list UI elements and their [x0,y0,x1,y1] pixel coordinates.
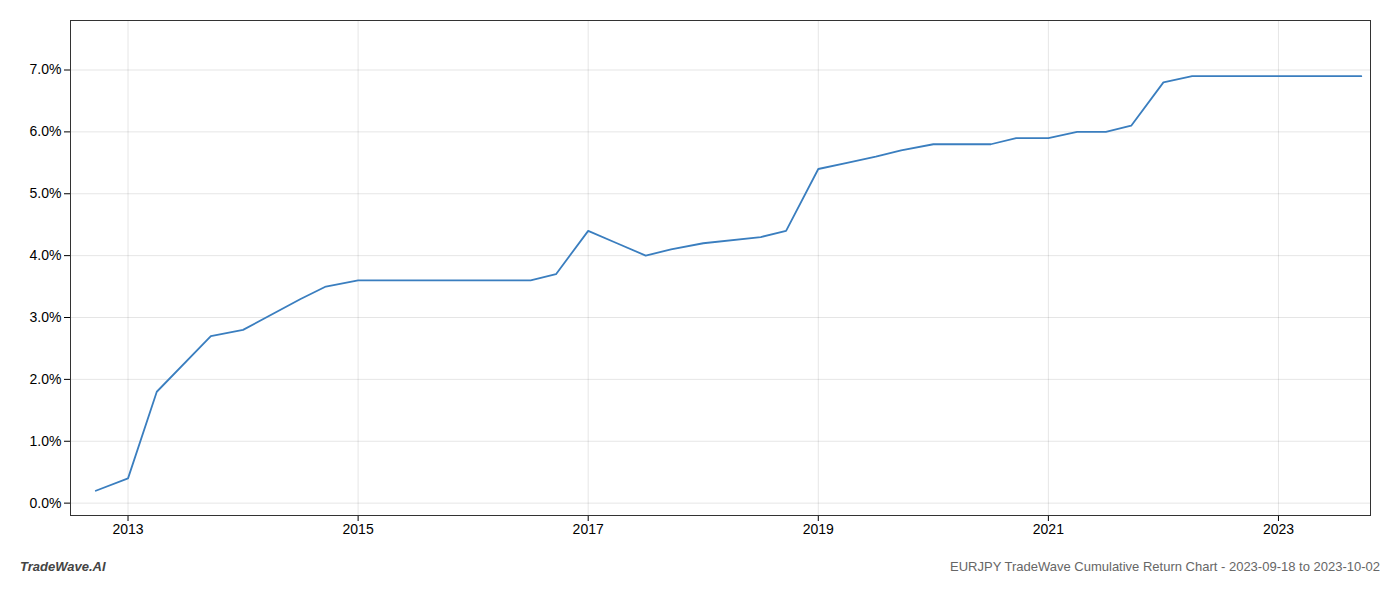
svg-text:2021: 2021 [1033,521,1064,537]
svg-text:2.0%: 2.0% [30,371,62,387]
svg-text:2019: 2019 [803,521,834,537]
svg-text:2015: 2015 [343,521,374,537]
svg-text:1.0%: 1.0% [30,433,62,449]
svg-text:5.0%: 5.0% [30,185,62,201]
svg-text:6.0%: 6.0% [30,123,62,139]
html-text:EURJPY TradeWave Cumulative Re: EURJPY TradeWave Cumulative Return Chart… [950,559,1380,574]
svg-text:3.0%: 3.0% [30,309,62,325]
svg-text:4.0%: 4.0% [30,247,62,263]
svg-text:2023: 2023 [1263,521,1294,537]
html-text:TradeWave.AI: TradeWave.AI [20,559,106,574]
svg-text:0.0%: 0.0% [30,495,62,511]
svg-text:2017: 2017 [573,521,604,537]
svg-text:2013: 2013 [112,521,143,537]
svg-text:7.0%: 7.0% [30,61,62,77]
